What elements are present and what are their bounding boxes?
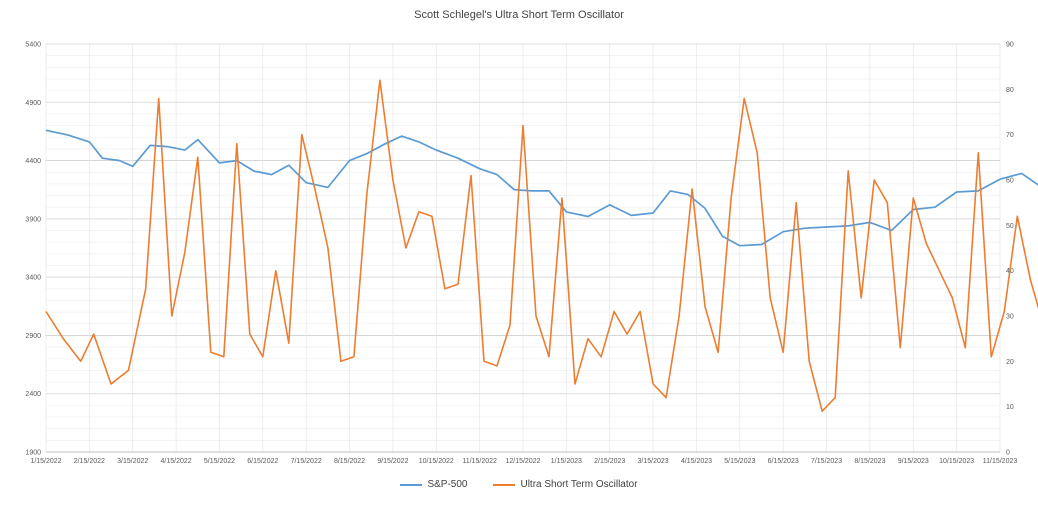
x-tick-label: 10/15/2023	[939, 458, 974, 465]
x-tick-label: 2/15/2023	[594, 458, 625, 465]
y-right-tick-label: 20	[1006, 359, 1014, 366]
x-tick-label: 2/15/2022	[74, 458, 105, 465]
x-tick-label: 10/15/2022	[419, 458, 454, 465]
y-right-tick-label: 90	[1006, 42, 1014, 49]
x-tick-label: 3/15/2022	[117, 458, 148, 465]
x-tick-label: 3/15/2023	[638, 458, 669, 465]
y-left-tick-label: 4900	[25, 100, 41, 107]
y-right-tick-label: 10	[1006, 404, 1014, 411]
x-tick-label: 12/15/2022	[505, 458, 540, 465]
x-tick-label: 4/15/2022	[161, 458, 192, 465]
x-tick-label: 11/15/2022	[462, 458, 497, 465]
x-tick-label: 9/15/2022	[377, 458, 408, 465]
y-right-tick-label: 30	[1006, 314, 1014, 321]
x-tick-label: 1/15/2022	[30, 458, 61, 465]
legend-item-oscillator: Ultra Short Term Oscillator	[493, 479, 638, 490]
y-right-tick-label: 50	[1006, 223, 1014, 230]
y-left-tick-label: 5400	[25, 42, 41, 49]
x-tick-label: 8/15/2022	[334, 458, 365, 465]
x-tick-label: 7/15/2022	[291, 458, 322, 465]
y-right-tick-label: 80	[1006, 87, 1014, 94]
y-left-tick-label: 1900	[25, 450, 41, 457]
legend-swatch-sp500	[400, 483, 423, 486]
y-left-tick-label: 4400	[25, 158, 41, 165]
chart-legend: S&P-500 Ultra Short Term Oscillator	[0, 479, 1038, 490]
x-tick-label: 11/15/2023	[983, 458, 1018, 465]
y-left-tick-label: 2900	[25, 333, 41, 340]
x-tick-label: 9/15/2023	[898, 458, 929, 465]
x-tick-label: 6/15/2022	[247, 458, 278, 465]
chart-title: Scott Schlegel's Ultra Short Term Oscill…	[414, 9, 624, 21]
legend-label-sp500: S&P-500	[427, 479, 468, 490]
series-line-sp500	[45, 129, 1038, 247]
legend-swatch-oscillator	[493, 483, 516, 486]
y-left-tick-label: 2400	[25, 391, 41, 398]
y-right-tick-label: 70	[1006, 132, 1014, 139]
y-left-tick-label: 3400	[25, 275, 41, 282]
x-tick-label: 6/15/2023	[768, 458, 799, 465]
legend-label-oscillator: Ultra Short Term Oscillator	[520, 479, 638, 490]
legend-item-sp500: S&P-500	[400, 479, 467, 490]
x-tick-label: 5/15/2022	[204, 458, 235, 465]
x-tick-label: 5/15/2023	[724, 458, 755, 465]
y-right-tick-label: 60	[1006, 178, 1014, 185]
x-tick-label: 7/15/2023	[811, 458, 842, 465]
x-tick-label: 8/15/2023	[854, 458, 885, 465]
x-tick-label: 1/15/2023	[551, 458, 582, 465]
series-line-oscillator	[45, 79, 1038, 413]
y-right-tick-label: 0	[1006, 450, 1010, 457]
y-left-tick-label: 3900	[25, 216, 41, 223]
x-tick-label: 4/15/2023	[681, 458, 712, 465]
